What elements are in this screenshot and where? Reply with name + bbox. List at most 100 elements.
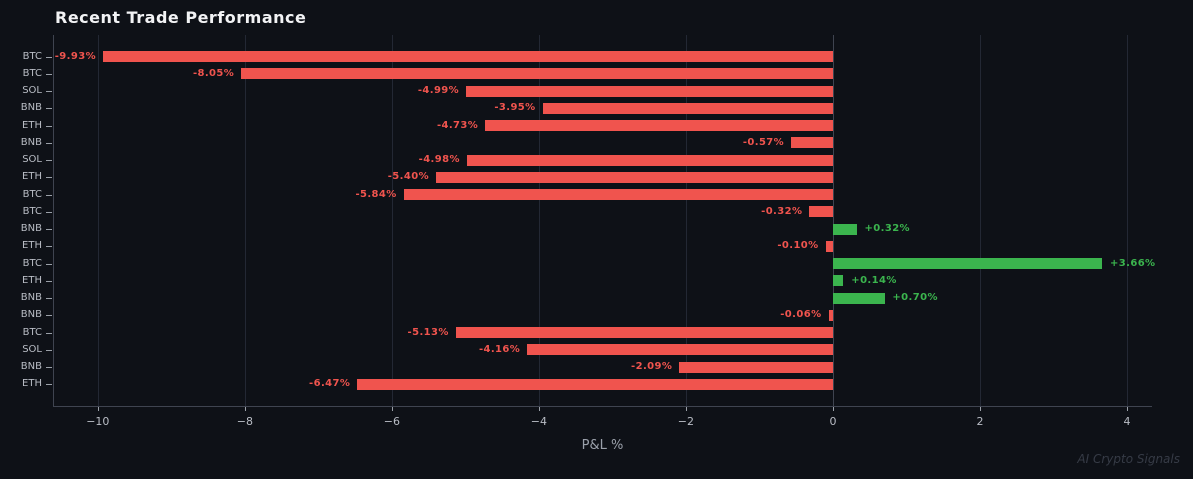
bar-value-label: -6.47% <box>309 378 351 390</box>
y-tick-label: BTC <box>22 188 42 200</box>
left-spine <box>53 35 54 406</box>
y-tick-label: BNB <box>20 102 42 114</box>
x-tick-label: −8 <box>236 415 253 428</box>
y-tick-label: BTC <box>22 326 42 338</box>
bar-value-label: -0.06% <box>780 309 822 321</box>
y-tick-label: SOL <box>22 85 42 97</box>
y-tick-label: BNB <box>20 136 42 148</box>
y-tick-label: ETH <box>22 240 42 252</box>
x-tick-mark <box>97 407 99 411</box>
y-tick-label: BNB <box>20 361 42 373</box>
bar-value-label: -0.10% <box>777 240 819 252</box>
bar-value-label: -8.05% <box>192 67 235 79</box>
x-tick-label: −6 <box>383 415 400 428</box>
y-tick-mark <box>46 280 52 282</box>
y-tick-label: BTC <box>22 205 42 217</box>
gridline <box>97 35 99 406</box>
bar-value-label: -5.40% <box>387 171 429 183</box>
bar <box>527 344 833 356</box>
y-tick-mark <box>46 142 52 144</box>
y-tick-mark <box>46 229 52 231</box>
y-tick-mark <box>46 349 52 351</box>
y-tick-label: BNB <box>20 292 42 304</box>
x-tick-mark <box>833 407 834 411</box>
y-tick-label: BTC <box>22 50 42 62</box>
bar <box>436 171 833 183</box>
y-tick-mark <box>46 125 52 127</box>
bar <box>679 361 833 373</box>
gridline <box>244 35 246 406</box>
y-tick-label: BNB <box>20 309 42 321</box>
y-tick-label: BTC <box>22 257 42 269</box>
bar <box>833 258 1103 270</box>
y-tick-label: BTC <box>22 67 42 79</box>
bar-value-label: -4.16% <box>478 343 521 355</box>
bar <box>403 189 833 201</box>
zero-gridline <box>833 35 834 406</box>
bar <box>809 206 833 218</box>
bar <box>466 85 833 97</box>
bar <box>791 137 833 149</box>
x-tick-label: −10 <box>86 415 110 428</box>
bar <box>485 120 833 132</box>
bar-value-label: -4.98% <box>418 154 460 166</box>
x-tick-mark <box>980 407 981 411</box>
y-tick-mark <box>46 91 52 93</box>
bar-value-label: -5.84% <box>355 188 397 200</box>
y-tick-mark <box>46 298 52 300</box>
bar <box>455 327 833 339</box>
bar <box>241 68 833 80</box>
y-tick-mark <box>46 263 52 265</box>
bottom-spine <box>53 406 1152 407</box>
y-tick-mark <box>46 367 52 369</box>
bar <box>828 309 833 321</box>
gridline <box>1127 35 1128 406</box>
chart-title: Recent Trade Performance <box>55 8 307 27</box>
bar-value-label: +0.70% <box>892 292 938 304</box>
gridline <box>685 35 687 406</box>
y-tick-mark <box>46 108 52 110</box>
bar <box>103 51 833 63</box>
x-axis-label: P&L % <box>581 438 624 453</box>
bar <box>833 223 857 235</box>
x-tick-mark <box>1127 407 1128 411</box>
gridline <box>391 35 393 406</box>
y-tick-mark <box>46 73 52 75</box>
x-tick-label: 2 <box>976 415 984 428</box>
y-tick-label: ETH <box>22 119 42 131</box>
y-tick-mark <box>46 177 52 179</box>
y-tick-mark <box>46 194 52 196</box>
x-tick-label: −4 <box>530 415 547 428</box>
y-tick-label: BNB <box>20 223 42 235</box>
y-tick-mark <box>46 332 52 334</box>
bar-value-label: -3.95% <box>494 102 536 114</box>
bar-value-label: +0.14% <box>851 274 897 286</box>
y-tick-mark <box>46 211 52 213</box>
bar <box>833 292 885 304</box>
bar <box>833 275 844 287</box>
bar <box>357 378 833 390</box>
bar-value-label: +0.32% <box>864 223 910 235</box>
y-tick-mark <box>46 384 52 386</box>
x-tick-mark <box>538 407 540 411</box>
y-tick-label: ETH <box>22 171 42 183</box>
x-tick-label: 4 <box>1123 415 1131 428</box>
x-tick-mark <box>244 407 246 411</box>
y-tick-mark <box>46 56 52 58</box>
bar <box>542 102 833 114</box>
bar-value-label: -5.13% <box>407 326 449 338</box>
x-tick-label: 0 <box>829 415 837 428</box>
bar-value-label: -9.93% <box>54 50 96 62</box>
y-tick-mark <box>46 246 52 248</box>
y-tick-label: ETH <box>22 274 42 286</box>
gridline <box>538 35 540 406</box>
x-tick-mark <box>685 407 687 411</box>
y-tick-label: SOL <box>22 343 42 355</box>
watermark: AI Crypto Signals <box>1077 452 1180 466</box>
bar-value-label: -4.99% <box>417 85 460 97</box>
gridline <box>980 35 981 406</box>
bar-value-label: -2.09% <box>631 361 673 373</box>
x-tick-label: −2 <box>677 415 694 428</box>
